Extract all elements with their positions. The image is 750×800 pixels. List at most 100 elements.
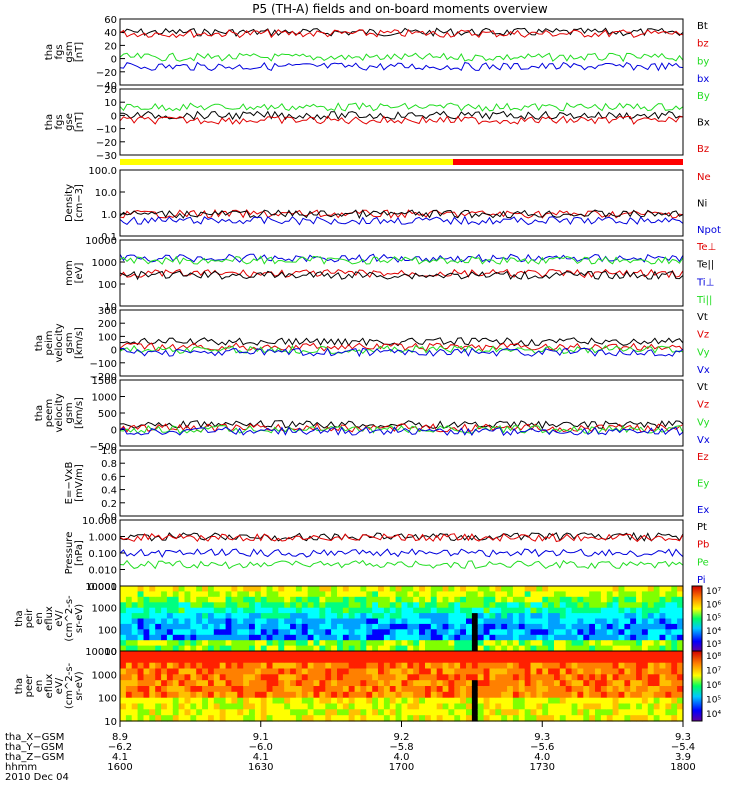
y-axis-label: tha — [34, 335, 45, 351]
y-axis-label: en — [34, 680, 45, 693]
colorbar — [691, 585, 703, 652]
x-axis-row-label: hhmm — [5, 762, 37, 773]
x-tick-gsm-z: 4.1 — [253, 752, 269, 763]
y-tick-label: 100 — [98, 694, 117, 705]
legend-entry: Vx — [697, 365, 710, 376]
x-tick-gsm-x: 9.1 — [253, 732, 269, 743]
legend-entry: Ti⊥ — [696, 278, 714, 289]
colorbar — [691, 650, 703, 722]
x-axis-row-label: 2010 Dec 04 — [5, 772, 69, 783]
y-tick-label: 0.0 — [101, 512, 117, 523]
y-tick-label: 0.010 — [88, 566, 117, 577]
legend-entry: by — [697, 57, 709, 68]
y-axis-label: [nT] — [74, 42, 85, 62]
legend-entry: Pt — [697, 522, 707, 533]
y-tick-label: 10000 — [85, 582, 117, 593]
y-axis-label: gsm — [64, 41, 75, 62]
y-tick-label: 1500 — [92, 376, 117, 387]
y-tick-label: 1000 — [92, 604, 117, 615]
y-tick-label: 0 — [111, 111, 117, 122]
y-tick-label: 1.0 — [101, 210, 117, 221]
y-tick-label: 1000 — [92, 258, 117, 269]
panel-frame — [119, 379, 684, 447]
colorbar-label: 10⁸ — [706, 652, 721, 662]
colorbar-label: 10⁷ — [706, 667, 721, 677]
series-line-Vz — [119, 422, 684, 433]
y-tick-label: 10.0 — [95, 188, 117, 199]
legend-entry: Vz — [697, 400, 709, 411]
y-axis-label: fgs — [54, 114, 65, 129]
y-axis-label: [mV/m] — [74, 464, 85, 502]
colorbar-label: 10⁵ — [706, 696, 721, 706]
legend-entry: Bz — [697, 144, 709, 155]
x-tick-gsm-y: −5.6 — [530, 742, 554, 753]
legend-entry: Pb — [697, 540, 709, 551]
y-axis-label: (cm^2-s- — [64, 595, 75, 642]
x-tick-gsm-x: 9.3 — [534, 732, 550, 743]
series-line-Bz — [119, 115, 684, 125]
colorbar-label: 10⁵ — [706, 614, 721, 624]
y-axis-label: fgs — [54, 44, 65, 59]
y-tick-label: 100.0 — [88, 166, 117, 177]
y-tick-label: 0 — [111, 426, 117, 437]
y-axis-label: Density — [64, 184, 75, 222]
y-tick-label: 300 — [98, 306, 117, 317]
panel-peem_velocity: tha peem velocity gsm [km/s] 1500 1000 500 0 −500… — [34, 376, 710, 453]
mode-bar-slow — [120, 159, 453, 165]
legend-entry: Te⊥ — [696, 242, 716, 253]
y-tick-label: −40 — [96, 81, 117, 92]
legend-entry: Bt — [697, 21, 708, 32]
y-axis-label: Pressure — [64, 532, 75, 575]
series-line-Pb — [119, 532, 684, 543]
y-tick-label: 1.0 — [101, 446, 117, 457]
series-line-Bx — [119, 110, 684, 121]
panel-frame — [119, 309, 684, 377]
colorbar-label: 10⁴ — [706, 710, 721, 720]
legend-entry: Ni — [697, 199, 707, 210]
legend-entry: Ez — [697, 452, 709, 463]
y-axis-label: gsm — [64, 332, 75, 353]
y-axis-label: sr-eV) — [74, 604, 85, 633]
y-tick-label: 10 — [104, 717, 117, 728]
y-tick-label: 40 — [104, 28, 117, 39]
y-axis-label: tha — [14, 678, 25, 694]
y-tick-label: 200 — [98, 319, 117, 330]
y-tick-label: 0.100 — [88, 549, 117, 560]
y-tick-label: 100 — [98, 625, 117, 636]
y-tick-label: 0.4 — [101, 486, 117, 497]
x-axis-row-label: tha_Y−GSM — [5, 742, 64, 753]
panel-peir_spectrogram: tha peir en eflux eV/(cm^2-s-sr-eV)100001000… — [14, 582, 721, 658]
panel-fgs_gse: tha fgs gse [nT] 20 10 0 −10 −20 −30 By Bx Bz — [44, 85, 710, 162]
y-tick-label: −30 — [96, 151, 117, 162]
y-tick-label: 10 — [104, 647, 117, 658]
legend-entry: Ti|| — [696, 295, 712, 306]
x-tick-gsm-z: 4.1 — [112, 752, 128, 763]
y-axis-label: tha — [44, 114, 55, 130]
y-tick-label: 500 — [98, 409, 117, 420]
series-line-Te⊥ — [119, 268, 684, 279]
series-line-Vy — [119, 424, 684, 435]
y-axis-label: [nT] — [74, 112, 85, 132]
y-axis-label: E=−VxB — [64, 462, 75, 505]
y-axis-label: tha — [14, 610, 25, 626]
series-line-Vy — [119, 344, 684, 355]
legend-entry: Pe — [697, 558, 709, 569]
y-tick-label: 0.6 — [101, 472, 117, 483]
legend-entry: Npot — [697, 225, 721, 236]
series-line-Pt — [119, 531, 684, 542]
y-axis-label: tha — [44, 44, 55, 60]
x-tick-gsm-z: 3.9 — [675, 752, 691, 763]
y-tick-label: −200 — [90, 372, 117, 383]
y-axis-label: peem — [44, 399, 55, 427]
panel-temperature: mom [eV] 10000 1000 100 10 Te⊥ Te|| Ti⊥ Ti|| — [64, 236, 716, 313]
legend-entry: bx — [697, 74, 709, 85]
colorbar-label: 10⁷ — [706, 587, 721, 597]
y-axis-label: sr-eV) — [74, 671, 85, 700]
y-tick-label: 1000 — [92, 670, 117, 681]
y-tick-label: 0.1 — [101, 232, 117, 243]
legend-entry: Vt — [697, 382, 708, 393]
series-line-Npot — [119, 215, 684, 226]
y-tick-label: 1.000 — [88, 533, 117, 544]
legend-entry: Ex — [697, 505, 709, 516]
legend-entry: Bx — [697, 118, 710, 129]
